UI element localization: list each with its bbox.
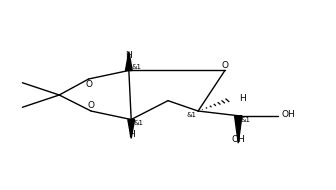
Text: &1: &1 xyxy=(134,120,144,127)
Text: OH: OH xyxy=(281,110,295,119)
Text: H: H xyxy=(128,130,134,139)
Text: O: O xyxy=(85,80,92,89)
Polygon shape xyxy=(126,52,132,70)
Polygon shape xyxy=(128,120,134,138)
Text: H: H xyxy=(239,94,246,103)
Text: O: O xyxy=(88,101,94,110)
Text: O: O xyxy=(221,61,228,70)
Polygon shape xyxy=(235,116,242,143)
Text: &1: &1 xyxy=(186,112,197,118)
Text: H: H xyxy=(125,51,132,60)
Text: &1: &1 xyxy=(131,63,141,70)
Text: OH: OH xyxy=(232,135,245,144)
Text: &1: &1 xyxy=(241,117,251,123)
